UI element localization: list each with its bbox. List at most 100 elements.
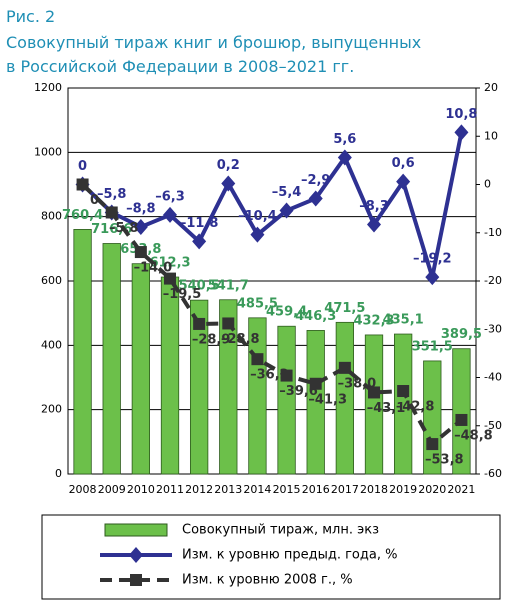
data-label: –2,9 bbox=[301, 173, 331, 188]
data-label: 10,8 bbox=[445, 107, 477, 122]
chart-title: Совокупный тираж книг и брошюр, выпущенн… bbox=[6, 33, 421, 52]
y2-tick-label: 20 bbox=[484, 81, 498, 94]
data-label: –53,8 bbox=[425, 453, 464, 468]
legend-label: Изм. к уровню предыд. года, % bbox=[182, 548, 397, 563]
marker bbox=[133, 218, 148, 235]
data-label: –42,8 bbox=[396, 400, 435, 415]
marker bbox=[425, 269, 440, 286]
marker bbox=[193, 317, 206, 330]
legend-marker bbox=[130, 574, 142, 586]
data-label: –19,2 bbox=[413, 252, 452, 267]
bar bbox=[131, 263, 151, 475]
y-tick-label: 1000 bbox=[34, 145, 62, 158]
y-tick-label: 200 bbox=[41, 403, 62, 416]
data-label: 541,7 bbox=[208, 278, 249, 293]
data-label: –10,4 bbox=[238, 209, 277, 224]
y2-tick-label: 10 bbox=[484, 129, 498, 142]
marker bbox=[221, 175, 236, 192]
marker bbox=[368, 386, 380, 399]
x-tick-label: 2019 bbox=[389, 483, 417, 496]
data-label: –5,8 bbox=[109, 221, 139, 236]
data-label: 351,5 bbox=[412, 339, 453, 354]
data-label: –8,8 bbox=[126, 201, 156, 216]
marker bbox=[280, 369, 293, 382]
marker bbox=[192, 233, 207, 250]
marker bbox=[455, 413, 468, 426]
marker bbox=[309, 377, 322, 390]
legend-marker bbox=[129, 547, 143, 563]
marker bbox=[397, 385, 410, 398]
marker bbox=[134, 246, 147, 259]
x-tick-label: 2017 bbox=[331, 483, 359, 496]
marker bbox=[396, 173, 411, 190]
x-tick-label: 2013 bbox=[214, 483, 242, 496]
bar bbox=[219, 299, 238, 475]
data-label: 389,5 bbox=[441, 327, 482, 342]
data-label: 612,3 bbox=[149, 256, 190, 271]
data-label: 435,1 bbox=[383, 313, 424, 328]
marker bbox=[454, 124, 469, 141]
data-label: –5,8 bbox=[97, 187, 127, 202]
y2-tick-label: -20 bbox=[484, 274, 502, 287]
bar bbox=[306, 330, 325, 475]
x-tick-label: 2012 bbox=[185, 483, 213, 496]
bar bbox=[452, 348, 471, 475]
data-label: 459,4 bbox=[266, 305, 307, 320]
y-tick-label: 1200 bbox=[34, 81, 62, 94]
y-tick-label: 0 bbox=[55, 467, 62, 480]
data-label: –39,6 bbox=[279, 384, 318, 399]
x-tick-label: 2016 bbox=[302, 483, 330, 496]
data-label: 0 bbox=[78, 159, 87, 174]
plot-frame bbox=[67, 87, 477, 475]
marker bbox=[76, 178, 89, 191]
data-label: –19,5 bbox=[163, 287, 202, 302]
data-label: –43,1 bbox=[367, 401, 406, 416]
data-label: –8,3 bbox=[359, 199, 389, 214]
x-tick-label: 2015 bbox=[273, 483, 301, 496]
marker bbox=[222, 317, 235, 330]
data-label: –38,0 bbox=[338, 376, 377, 391]
x-tick-label: 2010 bbox=[127, 483, 155, 496]
data-label: –14,0 bbox=[134, 261, 173, 276]
bar bbox=[73, 229, 92, 475]
x-tick-label: 2008 bbox=[69, 483, 97, 496]
figure-label: Рис. 2 bbox=[6, 7, 55, 26]
x-tick-label: 2021 bbox=[447, 483, 475, 496]
marker bbox=[337, 149, 352, 166]
data-label: 0 bbox=[90, 193, 99, 208]
y-tick-label: 800 bbox=[41, 210, 62, 223]
data-label: –5,4 bbox=[272, 185, 302, 200]
legend-label: Совокупный тираж, млн. экз bbox=[182, 523, 379, 538]
data-label: 485,5 bbox=[237, 296, 278, 311]
data-label: –28,9 bbox=[192, 332, 231, 347]
marker bbox=[164, 272, 176, 285]
bar bbox=[335, 321, 355, 475]
legend-label: Изм. к уровню 2008 г., % bbox=[182, 573, 353, 588]
data-label: 0,6 bbox=[392, 156, 415, 171]
y2-tick-label: -30 bbox=[484, 322, 502, 335]
y2-tick-label: -40 bbox=[484, 371, 502, 384]
bar bbox=[160, 276, 180, 475]
bar bbox=[189, 299, 209, 475]
marker bbox=[250, 226, 265, 243]
y-tick-label: 400 bbox=[41, 338, 62, 351]
y-tick-label: 600 bbox=[41, 274, 62, 287]
y2-tick-label: -50 bbox=[484, 419, 502, 432]
x-tick-label: 2014 bbox=[243, 483, 271, 496]
x-tick-label: 2018 bbox=[360, 483, 388, 496]
x-tick-label: 2011 bbox=[156, 483, 184, 496]
data-label: 471,5 bbox=[324, 301, 365, 316]
legend-swatch bbox=[104, 523, 168, 537]
x-tick-label: 2009 bbox=[98, 483, 126, 496]
y2-tick-label: -10 bbox=[484, 226, 502, 239]
data-label: –36,2 bbox=[250, 368, 289, 383]
data-label: 760,4 bbox=[62, 208, 103, 223]
marker bbox=[308, 190, 323, 207]
marker bbox=[367, 216, 381, 233]
y2-tick-label: -60 bbox=[484, 467, 502, 480]
y2-tick-label: 0 bbox=[484, 178, 491, 191]
marker bbox=[163, 206, 177, 223]
bar bbox=[364, 334, 384, 475]
marker bbox=[105, 206, 118, 219]
bar bbox=[102, 243, 121, 475]
